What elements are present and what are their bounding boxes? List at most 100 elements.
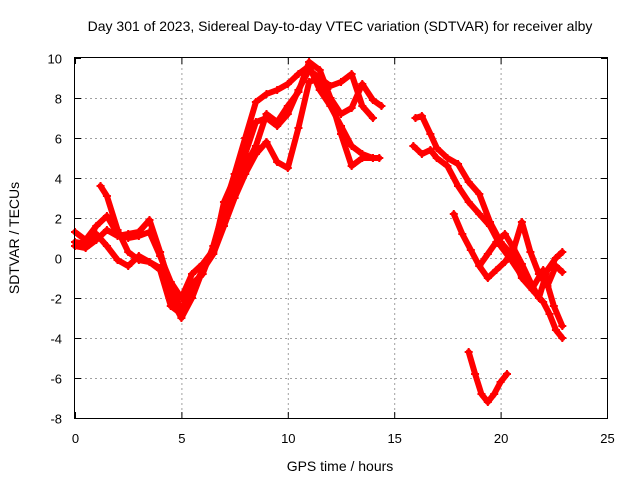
data-point: [283, 80, 292, 88]
data-point: [262, 90, 271, 98]
data-point: [262, 110, 271, 118]
series-line: [410, 143, 566, 329]
x-tick-label: 15: [387, 431, 401, 446]
data-point: [96, 182, 105, 190]
data-point: [432, 154, 441, 162]
data-point: [273, 118, 282, 126]
data-point: [500, 258, 509, 266]
data-point: [454, 182, 463, 190]
data-point: [471, 370, 480, 378]
data-point: [347, 70, 356, 78]
y-tick-label: -2: [50, 292, 62, 307]
series-sat-c: [96, 74, 377, 322]
data-point: [417, 112, 426, 120]
data-point: [198, 266, 207, 274]
data-point: [241, 162, 250, 170]
data-point: [475, 262, 484, 270]
data-point: [368, 96, 377, 104]
data-point: [492, 266, 501, 274]
data-point: [377, 102, 386, 110]
data-point: [241, 150, 250, 158]
data-point: [102, 242, 111, 250]
data-point: [358, 154, 367, 162]
data-point: [517, 260, 526, 268]
data-point: [526, 278, 535, 286]
data-point: [558, 248, 567, 256]
series-line: [72, 59, 385, 317]
data-point: [294, 70, 303, 78]
data-point: [113, 256, 122, 264]
data-point: [124, 248, 133, 256]
data-point: [449, 210, 458, 218]
series-layer: [71, 58, 567, 406]
data-point: [466, 246, 475, 254]
data-point: [549, 302, 558, 310]
y-tick-label: 6: [55, 132, 62, 147]
data-point: [145, 228, 154, 236]
y-tick-label: -4: [50, 332, 62, 347]
y-tick-label: 4: [55, 172, 62, 187]
data-point: [411, 114, 420, 122]
data-point: [526, 248, 535, 256]
data-point: [156, 266, 165, 274]
data-point: [534, 294, 543, 302]
data-point: [156, 252, 165, 260]
data-point: [483, 250, 492, 258]
data-point: [219, 198, 228, 206]
data-point: [496, 378, 505, 386]
data-point: [92, 230, 101, 238]
data-point: [305, 78, 314, 86]
data-point: [426, 146, 435, 154]
data-point: [458, 230, 467, 238]
data-point: [294, 124, 303, 132]
data-point: [485, 222, 494, 230]
data-point: [230, 194, 239, 202]
data-point: [517, 218, 526, 226]
data-point: [283, 102, 292, 110]
data-point: [241, 170, 250, 178]
data-point: [124, 262, 133, 270]
data-point: [81, 240, 90, 248]
data-point: [102, 226, 111, 234]
data-point: [475, 210, 484, 218]
x-tick-label: 0: [72, 431, 79, 446]
data-point: [464, 198, 473, 206]
data-point: [358, 102, 367, 110]
data-point: [134, 252, 143, 260]
data-point: [273, 86, 282, 94]
series-sat-i: [464, 348, 511, 406]
data-point: [188, 286, 197, 294]
chart-title: Day 301 of 2023, Sidereal Day-to-day VTE…: [88, 18, 593, 34]
data-point: [347, 162, 356, 170]
data-point: [337, 78, 345, 86]
data-point: [177, 310, 186, 318]
data-point: [417, 150, 426, 158]
data-point: [492, 238, 501, 246]
axis-ticks: 0 5 10 15 20 25 -8 -6 -4 -2 0 2 4 6 8 10: [48, 52, 615, 447]
y-tick-label: 0: [55, 252, 62, 267]
data-point: [230, 174, 239, 182]
x-tick-label: 20: [494, 431, 508, 446]
data-point: [496, 242, 505, 250]
data-point: [305, 58, 314, 66]
data-point: [134, 232, 143, 240]
x-tick-label: 10: [281, 431, 295, 446]
data-point: [551, 254, 560, 262]
data-point: [92, 222, 101, 230]
y-tick-label: 10: [48, 52, 62, 67]
data-point: [294, 88, 303, 96]
data-point: [509, 244, 518, 252]
data-point: [113, 226, 122, 234]
plot-frame: [74, 57, 608, 419]
data-point: [251, 142, 260, 150]
data-point: [539, 298, 548, 306]
data-point: [534, 270, 543, 278]
series-sat-d: [71, 58, 386, 318]
data-point: [500, 230, 509, 238]
x-axis-label: GPS time / hours: [287, 458, 394, 474]
data-point: [454, 160, 463, 168]
data-point: [464, 178, 473, 186]
data-point: [558, 334, 567, 342]
data-point: [502, 370, 511, 378]
